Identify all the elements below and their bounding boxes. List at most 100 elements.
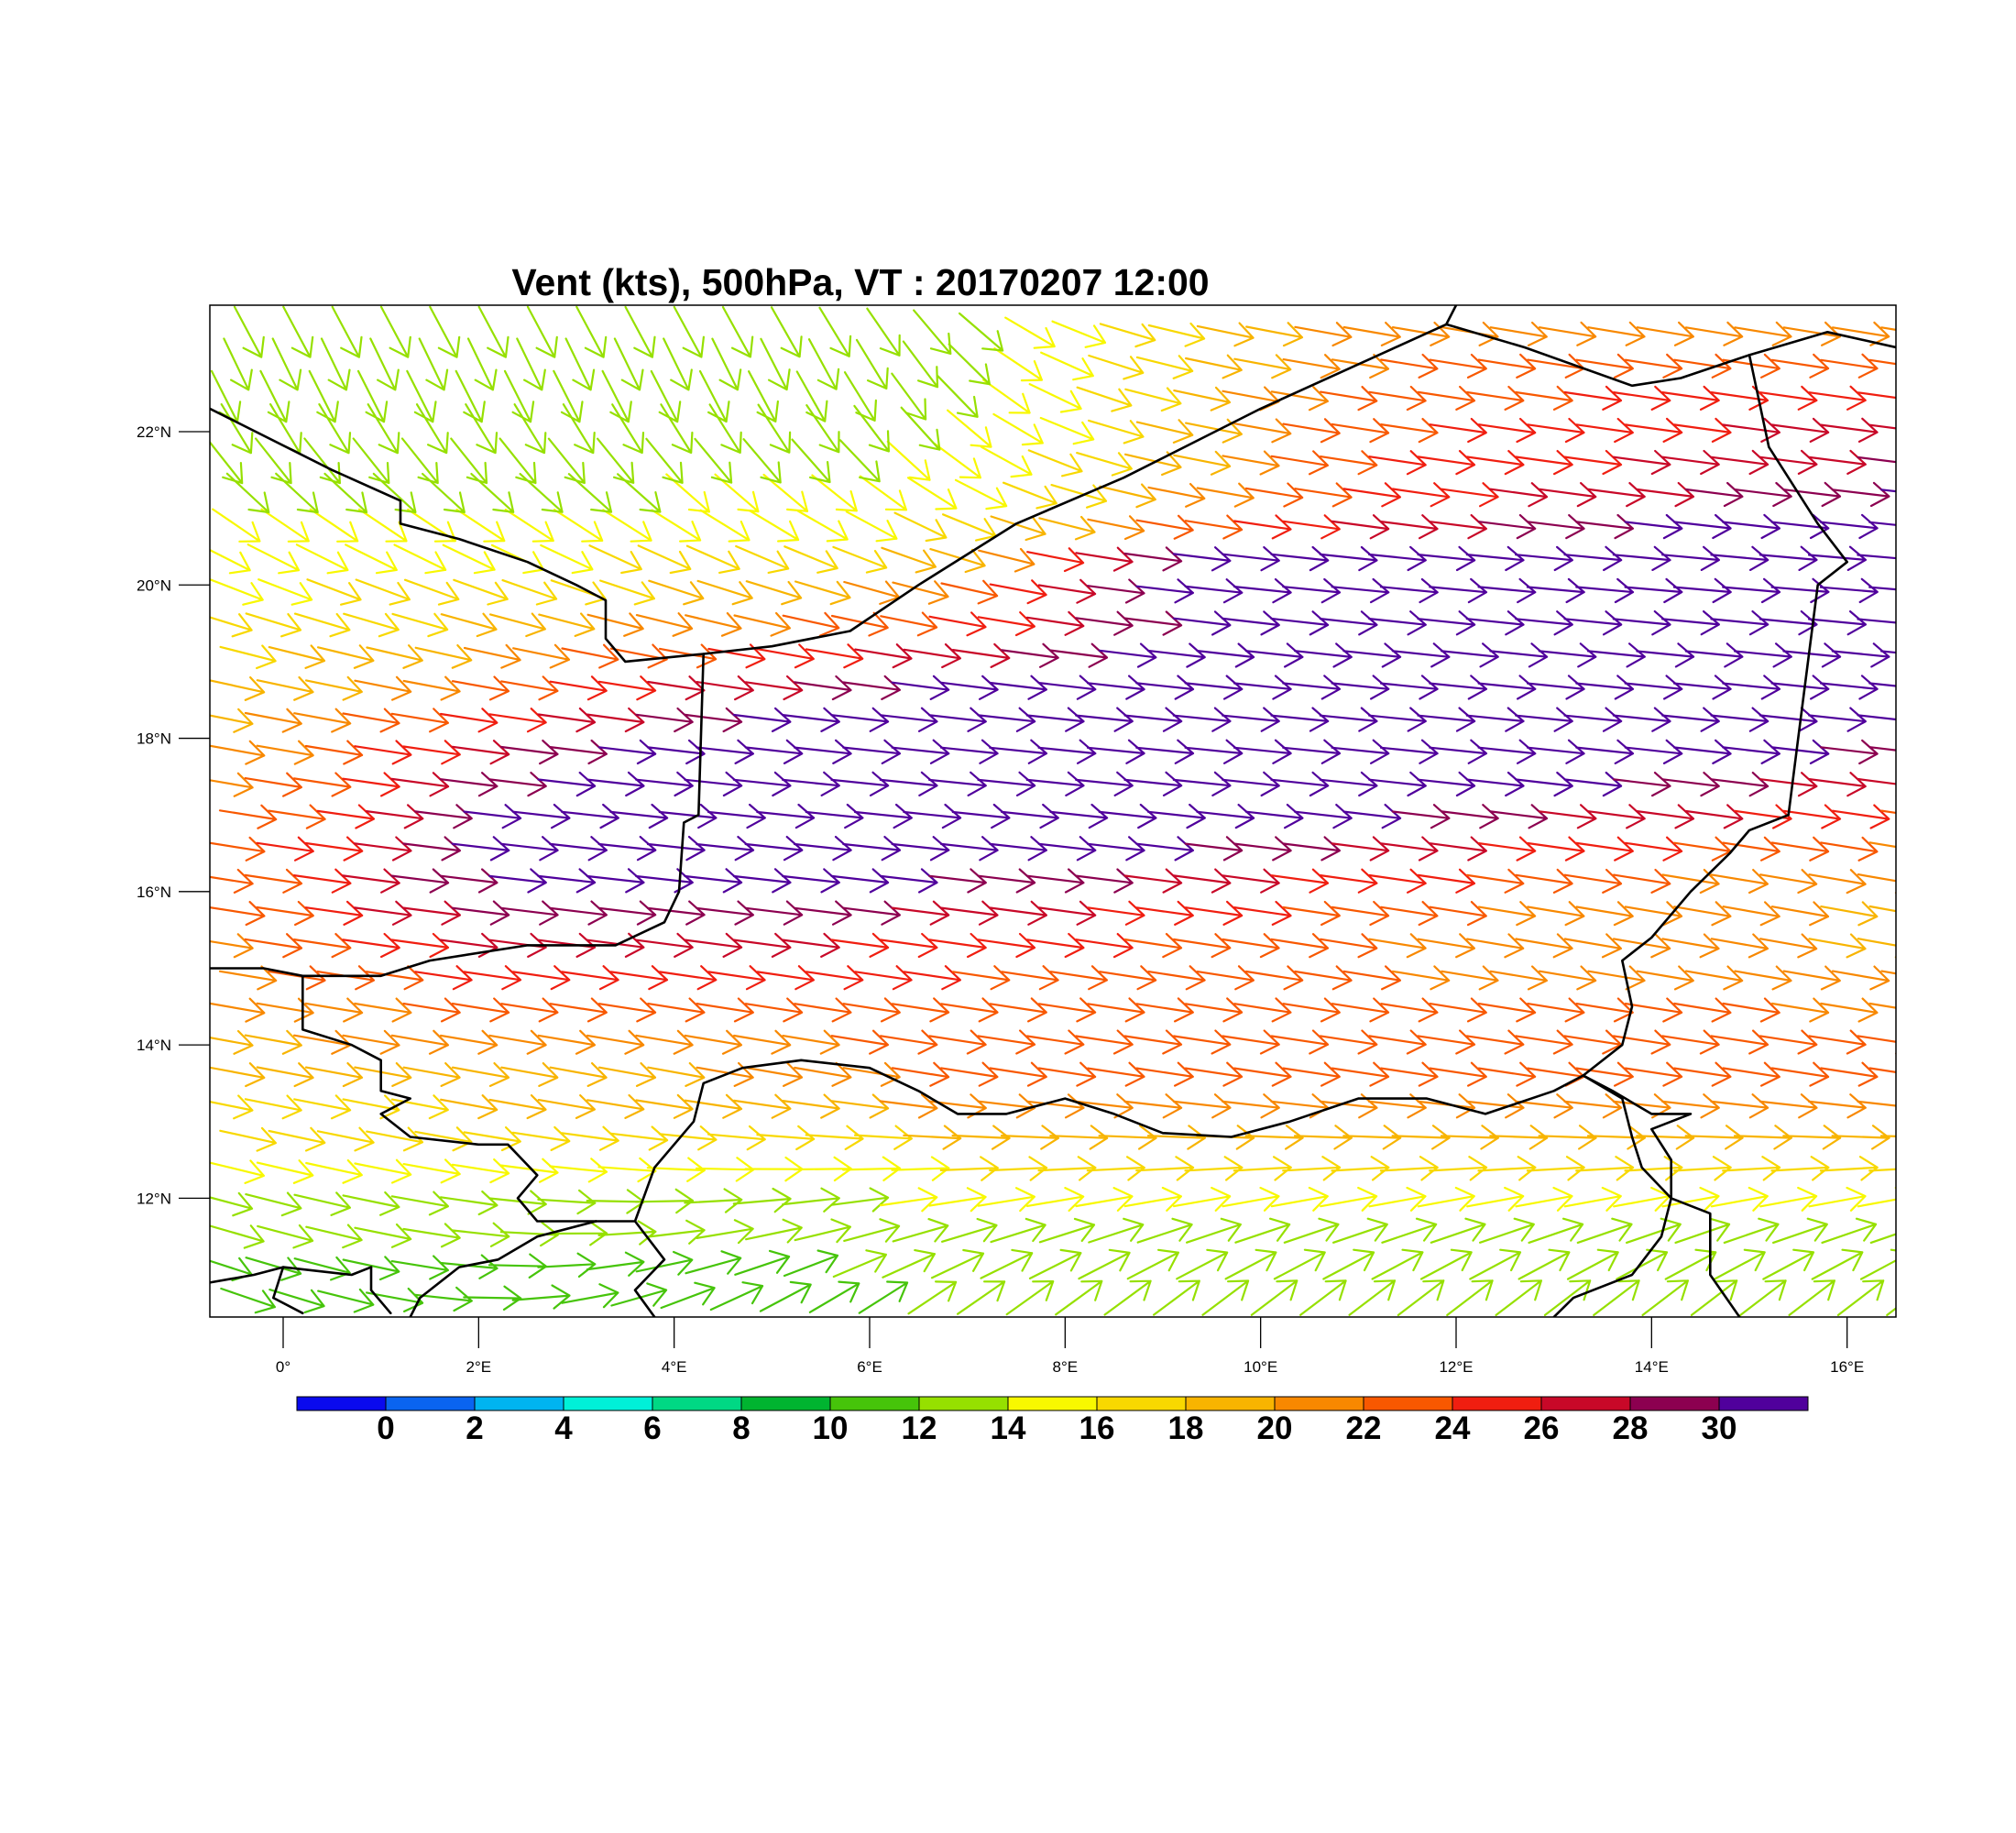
wind-arrow [928,1187,987,1213]
wind-arrow [602,509,652,543]
country-border [1445,305,1458,326]
wind-arrow [1222,707,1280,732]
wind-arrow [1782,965,1841,991]
wind-arrow [1446,1279,1494,1316]
wind-arrow [1391,642,1451,668]
wind-arrow [696,579,753,606]
wind-arrow [1759,1186,1818,1212]
wind-arrow [1184,1156,1244,1181]
wind-arrow [818,306,852,357]
wind-arrow [210,369,242,423]
wind-arrow [549,1221,608,1246]
wind-arrow [537,1029,596,1055]
wind-arrow [586,1029,645,1055]
wind-arrow [342,1191,400,1216]
wind-arrow [1515,771,1573,797]
wind-arrow [1538,965,1597,991]
wind-arrow [610,1282,668,1307]
wind-arrow [1734,965,1792,991]
wind-arrow [1782,321,1841,346]
wind-arrow [1147,322,1206,347]
colorbar-swatch [1363,1396,1453,1411]
wind-arrow [791,438,831,484]
wind-arrow [1001,642,1059,668]
wind-arrow [1563,707,1623,732]
wind-arrow [342,1029,400,1055]
wind-arrow [651,509,702,543]
wind-arrow [1368,771,1427,797]
wind-arrow [1184,1061,1244,1087]
wind-arrow [588,544,642,575]
wind-arrow [210,1159,265,1184]
wind-arrow [928,932,987,959]
wind-arrow [1270,933,1330,959]
colorbar-swatch [1540,1396,1631,1411]
wind-arrow [356,369,389,423]
wind-arrow [439,708,499,733]
wind-arrow [1808,610,1867,636]
wind-arrow [1762,1248,1815,1280]
wind-arrow [1782,481,1842,508]
wind-arrow [1076,386,1133,412]
wind-arrow [1868,1067,1896,1073]
wind-arrow [1626,1217,1682,1244]
wind-arrow [210,578,264,606]
wind-arrow [1184,836,1244,862]
wind-arrow [1135,997,1194,1023]
wind-arrow [1244,642,1304,668]
wind-arrow [1489,321,1548,346]
wind-arrow [1136,1217,1193,1244]
wind-arrow [805,1125,864,1150]
wind-arrow [1135,836,1194,862]
wind-arrow [1636,481,1695,508]
wind-arrow [1857,938,1896,959]
wind-arrow [733,1029,792,1055]
wind-arrow [646,739,706,765]
wind-arrow [268,644,326,669]
wind-arrow [1001,803,1059,829]
wind-arrow [843,371,877,422]
wind-arrow [646,836,706,862]
wind-arrow [439,868,499,894]
wind-arrow [503,369,535,423]
wind-arrow [1808,545,1867,571]
wind-arrow [1661,772,1720,797]
wind-arrow [1868,905,1896,913]
wind-arrow [1222,1029,1280,1055]
wind-arrow [1616,1248,1669,1280]
wind-arrow [1003,481,1057,510]
wind-arrow [500,1062,559,1087]
wind-arrow [512,643,571,669]
wind-arrow [1038,515,1096,541]
wind-arrow [1563,1093,1623,1119]
wind-arrow [463,643,521,669]
wind-arrow [1477,836,1537,862]
colorbar-label: 18 [1168,1410,1204,1446]
wind-arrow [881,546,937,574]
wind-arrow [451,740,510,765]
wind-arrow [748,510,800,543]
wind-arrow [1075,868,1134,894]
wind-arrow [830,1029,889,1055]
wind-arrow [721,306,754,358]
wind-arrow [794,1061,852,1087]
wind-arrow [1026,547,1085,573]
wind-arrow [977,707,1036,732]
wind-arrow [1661,707,1720,732]
wind-arrow [1575,513,1634,540]
wind-arrow [942,513,997,542]
wind-arrow [1075,546,1134,572]
wind-arrow [1672,1156,1732,1181]
wind-arrow [1320,386,1378,412]
wind-arrow [1086,1156,1145,1181]
wind-arrow [537,771,597,797]
wind-arrow [637,544,692,575]
wind-arrow [694,437,733,484]
wind-arrow [891,1061,950,1087]
wind-arrow [292,772,352,797]
wind-arrow [1037,675,1097,700]
wind-arrow [1831,965,1890,991]
wind-arrow [366,1126,424,1152]
wind-arrow [1661,1186,1720,1212]
wind-arrow [1563,933,1622,959]
